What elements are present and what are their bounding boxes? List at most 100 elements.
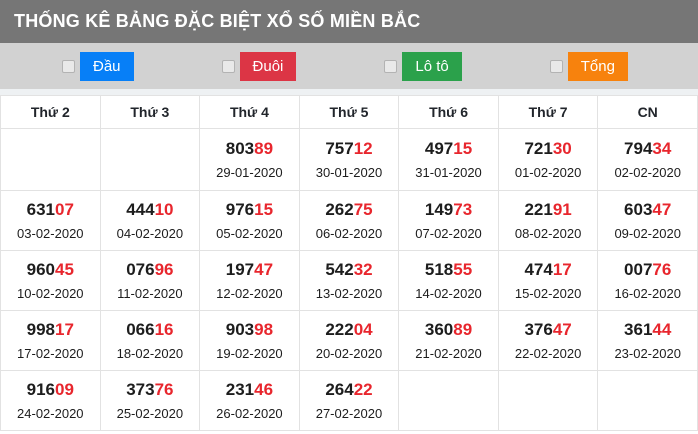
result-date: 19-02-2020 <box>216 345 283 361</box>
number-prefix: 360 <box>424 319 454 339</box>
number-prefix: 197 <box>225 259 255 279</box>
number-prefix: 264 <box>325 379 354 399</box>
number-suffix-highlight: 76 <box>154 379 174 399</box>
result-cell: 00776 16-02-2020 <box>597 250 698 311</box>
result-number: 54232 <box>300 258 399 282</box>
column-header-mon: Thứ 2 <box>0 95 101 129</box>
result-number: 80389 <box>200 137 299 161</box>
filter-group-tong[interactable]: Tổng <box>549 51 628 81</box>
number-suffix-highlight: 73 <box>453 199 473 219</box>
number-suffix-highlight: 22 <box>353 379 373 399</box>
filter-group-dau[interactable]: Đầu <box>62 51 134 81</box>
result-number: 37647 <box>499 318 598 342</box>
result-number: 19747 <box>200 258 299 282</box>
number-prefix: 373 <box>126 379 155 399</box>
tong-checkbox[interactable] <box>549 59 563 73</box>
number-suffix-highlight: 89 <box>254 138 274 158</box>
number-suffix-highlight: 34 <box>652 138 672 158</box>
number-suffix-highlight: 15 <box>453 138 473 158</box>
empty-cell <box>398 370 499 431</box>
number-suffix-highlight: 76 <box>652 259 672 279</box>
result-date: 05-02-2020 <box>216 225 283 241</box>
result-number: 75712 <box>300 137 399 161</box>
result-cell: 51855 14-02-2020 <box>398 250 499 311</box>
result-cell: 72130 01-02-2020 <box>497 128 599 191</box>
result-date: 21-02-2020 <box>415 345 482 361</box>
result-cell: 19747 12-02-2020 <box>199 250 300 311</box>
dau-button[interactable]: Đầu <box>80 51 134 81</box>
number-suffix-highlight: 16 <box>154 319 174 339</box>
duoi-button[interactable]: Đuôi <box>239 51 297 81</box>
result-number: 63107 <box>1 198 100 222</box>
number-suffix-highlight: 89 <box>453 319 473 339</box>
result-cell: 26422 27-02-2020 <box>298 370 400 431</box>
number-prefix: 149 <box>424 199 454 219</box>
result-number: 26422 <box>300 378 399 402</box>
result-cell: 60347 09-02-2020 <box>597 190 698 251</box>
table-row: 91609 24-02-2020 37376 25-02-2020 23146 26-02… <box>0 370 698 431</box>
number-suffix-highlight: 04 <box>353 319 373 339</box>
number-prefix: 916 <box>26 379 55 399</box>
results-table: Thứ 2 Thứ 3 Thứ 4 Thứ 5 Thứ 6 Thứ 7 CN 8… <box>0 95 698 431</box>
loto-button[interactable]: Lô tô <box>402 51 462 81</box>
result-date: 15-02-2020 <box>514 285 582 301</box>
result-number: 47417 <box>499 258 598 282</box>
number-prefix: 631 <box>26 199 55 219</box>
result-date: 02-02-2020 <box>614 164 681 180</box>
result-date: 12-02-2020 <box>216 285 283 301</box>
result-date: 10-02-2020 <box>17 285 84 301</box>
result-date: 27-02-2020 <box>315 405 383 421</box>
result-date: 01-02-2020 <box>514 164 582 180</box>
tong-button[interactable]: Tổng <box>567 51 628 81</box>
result-cell: 26275 06-02-2020 <box>298 190 400 251</box>
number-prefix: 794 <box>624 138 653 158</box>
result-cell: 37376 25-02-2020 <box>99 370 201 431</box>
number-prefix: 076 <box>126 259 155 279</box>
result-date: 08-02-2020 <box>514 225 582 241</box>
result-date: 13-02-2020 <box>315 285 383 301</box>
number-prefix: 262 <box>325 199 354 219</box>
result-cell: 80389 29-01-2020 <box>199 128 300 191</box>
column-header-wed: Thứ 4 <box>199 95 300 129</box>
empty-cell <box>597 370 698 431</box>
result-number: 97615 <box>200 198 299 222</box>
result-cell: 14973 07-02-2020 <box>398 190 499 251</box>
result-date: 09-02-2020 <box>614 225 681 241</box>
result-number: 36089 <box>399 318 498 342</box>
loto-checkbox[interactable] <box>384 59 398 73</box>
empty-cell <box>99 128 201 191</box>
number-prefix: 221 <box>524 199 553 219</box>
result-number: 60347 <box>598 198 697 222</box>
dau-checkbox[interactable] <box>62 59 75 73</box>
result-date: 26-02-2020 <box>216 405 283 421</box>
filter-group-loto[interactable]: Lô tô <box>384 51 462 81</box>
number-suffix-highlight: 12 <box>353 138 373 158</box>
result-cell: 37647 22-02-2020 <box>497 310 599 371</box>
duoi-checkbox[interactable] <box>221 59 235 73</box>
number-suffix-highlight: 47 <box>254 259 274 279</box>
filter-group-duoi[interactable]: Đuôi <box>221 51 297 81</box>
column-header-thu: Thứ 5 <box>298 95 400 129</box>
empty-cell <box>0 128 101 191</box>
result-number: 26275 <box>300 198 399 222</box>
number-suffix-highlight: 47 <box>652 199 672 219</box>
result-number: 37376 <box>101 378 200 402</box>
number-suffix-highlight: 10 <box>154 199 174 219</box>
number-suffix-highlight: 07 <box>55 199 74 219</box>
number-prefix: 998 <box>26 319 55 339</box>
divider-strip <box>0 89 698 95</box>
number-prefix: 721 <box>524 138 553 158</box>
result-cell: 90398 19-02-2020 <box>199 310 300 371</box>
table-row: 96045 10-02-2020 07696 11-02-2020 19747 12-02… <box>0 250 698 311</box>
number-suffix-highlight: 75 <box>353 199 373 219</box>
result-date: 16-02-2020 <box>614 285 681 301</box>
result-date: 11-02-2020 <box>117 285 183 301</box>
number-prefix: 960 <box>26 259 55 279</box>
table-header-row: Thứ 2 Thứ 3 Thứ 4 Thứ 5 Thứ 6 Thứ 7 CN <box>0 95 698 129</box>
number-prefix: 542 <box>325 259 354 279</box>
result-date: 30-01-2020 <box>315 164 383 180</box>
number-prefix: 361 <box>624 319 653 339</box>
column-header-sun: CN <box>597 95 698 129</box>
result-date: 29-01-2020 <box>216 164 283 180</box>
result-cell: 91609 24-02-2020 <box>0 370 101 431</box>
